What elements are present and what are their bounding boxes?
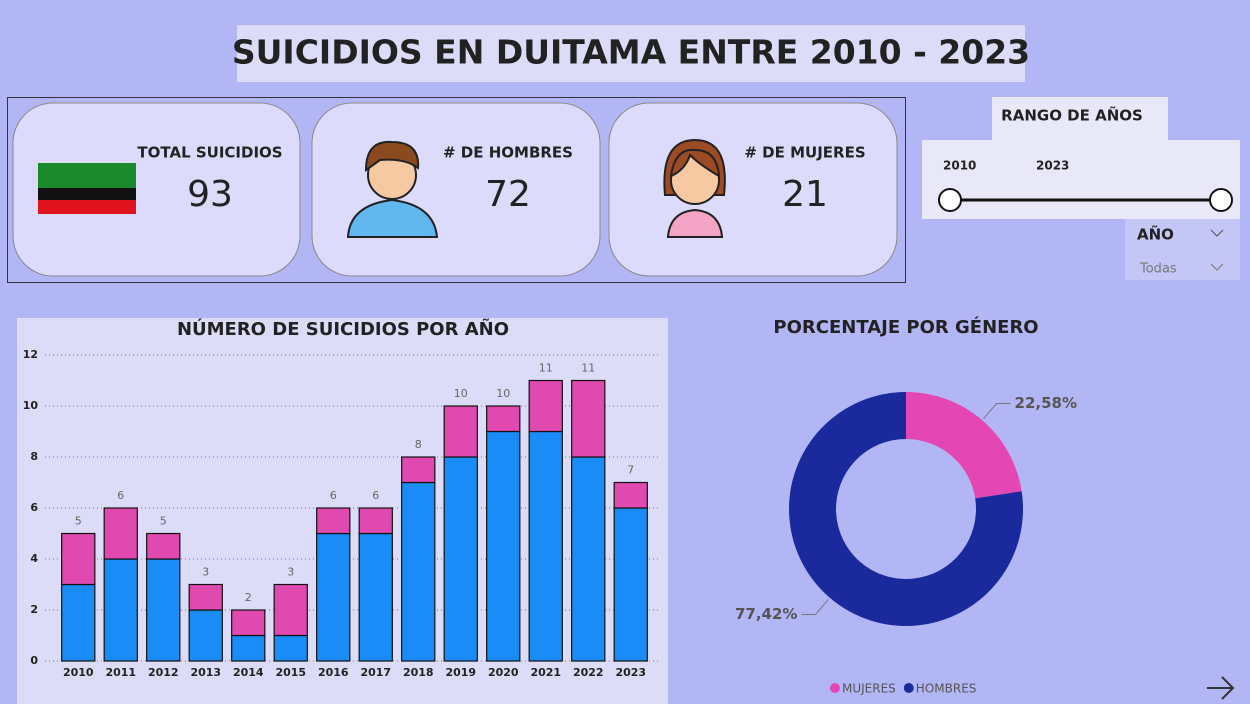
legend-swatch xyxy=(830,683,840,693)
y-tick-label: 4 xyxy=(30,552,38,565)
card-label: # DE HOMBRES xyxy=(443,144,573,162)
dropdown-value: Todas xyxy=(1139,262,1177,277)
x-tick-label: 2020 xyxy=(488,666,519,679)
card xyxy=(609,103,897,276)
bar-segment xyxy=(232,610,265,636)
total-label: 5 xyxy=(160,515,167,528)
bar-segment xyxy=(487,406,520,432)
total-label: 5 xyxy=(75,515,82,528)
chart-title: NÚMERO DE SUICIDIOS POR AÑO xyxy=(177,317,509,340)
x-tick-label: 2012 xyxy=(148,666,179,679)
y-tick-label: 2 xyxy=(30,603,38,616)
bar-segment xyxy=(444,406,477,457)
card-label: # DE MUJERES xyxy=(744,144,865,162)
slicer-box xyxy=(922,140,1240,219)
slider-handle[interactable] xyxy=(1210,189,1232,211)
x-tick-label: 2016 xyxy=(318,666,349,679)
bar-segment xyxy=(529,381,562,432)
card-value: 93 xyxy=(187,174,233,215)
total-label: 11 xyxy=(581,362,595,375)
chart-title: PORCENTAJE POR GÉNERO xyxy=(773,316,1038,338)
bar-segment xyxy=(317,534,350,662)
dropdown-label: AÑO xyxy=(1137,225,1174,244)
card xyxy=(312,103,600,276)
y-tick-label: 6 xyxy=(30,501,38,514)
y-tick-label: 0 xyxy=(30,654,38,667)
bar-segment xyxy=(232,636,265,662)
total-label: 7 xyxy=(627,464,634,477)
x-tick-label: 2019 xyxy=(445,666,476,679)
total-label: 10 xyxy=(454,387,468,400)
slice-label: 22,58% xyxy=(1015,394,1077,412)
x-tick-label: 2018 xyxy=(403,666,434,679)
leader-line xyxy=(984,404,1011,419)
leader-line xyxy=(801,599,828,614)
x-tick-label: 2017 xyxy=(360,666,391,679)
card-value: 72 xyxy=(485,174,531,215)
bar-segment xyxy=(317,508,350,534)
x-tick-label: 2013 xyxy=(190,666,221,679)
card-value: 21 xyxy=(782,174,828,215)
flag-icon xyxy=(38,163,136,214)
bar-segment xyxy=(104,508,137,559)
y-tick-label: 10 xyxy=(23,399,39,412)
donut-slice xyxy=(906,392,1022,498)
bar-segment xyxy=(147,534,180,560)
bar-segment xyxy=(359,534,392,662)
dashboard: SUICIDIOS EN DUITAMA ENTRE 2010 - 2023 T… xyxy=(0,0,1250,704)
x-tick-label: 2010 xyxy=(63,666,94,679)
bar-segment xyxy=(274,585,307,636)
bar-segment xyxy=(189,585,222,611)
bar-segment xyxy=(359,508,392,534)
legend-label: MUJERES xyxy=(842,682,896,696)
total-label: 10 xyxy=(496,387,510,400)
bar-segment xyxy=(62,585,95,662)
total-label: 11 xyxy=(539,362,553,375)
x-tick-label: 2015 xyxy=(275,666,306,679)
bar-segment xyxy=(444,457,477,661)
total-label: 3 xyxy=(287,566,294,579)
bar-segment xyxy=(402,457,435,483)
x-tick-label: 2021 xyxy=(530,666,561,679)
total-label: 8 xyxy=(415,438,422,451)
slider-handle[interactable] xyxy=(939,189,961,211)
bar-segment xyxy=(572,457,605,661)
bar-segment xyxy=(189,610,222,661)
bar-segment xyxy=(614,483,647,509)
total-label: 2 xyxy=(245,591,252,604)
bar-segment xyxy=(104,559,137,661)
x-tick-label: 2022 xyxy=(573,666,604,679)
x-tick-label: 2011 xyxy=(105,666,136,679)
legend-label: HOMBRES xyxy=(916,682,977,696)
bar-segment xyxy=(529,432,562,662)
range-end: 2023 xyxy=(1036,159,1069,173)
card-label: TOTAL SUICIDIOS xyxy=(137,144,282,162)
bar-segment xyxy=(62,534,95,585)
total-label: 3 xyxy=(202,566,209,579)
y-tick-label: 8 xyxy=(30,450,38,463)
page: {"header": {"title": "SUICIDIOS EN DUITA… xyxy=(0,0,1250,704)
y-tick-label: 12 xyxy=(23,348,38,361)
bar-segment xyxy=(402,483,435,662)
woman-icon xyxy=(664,140,725,237)
x-tick-label: 2023 xyxy=(615,666,646,679)
slicer-title: RANGO DE AÑOS xyxy=(1001,106,1143,125)
bar-segment xyxy=(147,559,180,661)
bar-segment xyxy=(274,636,307,662)
total-label: 6 xyxy=(117,489,124,502)
bar-segment xyxy=(572,381,605,458)
range-start: 2010 xyxy=(943,159,976,173)
legend-swatch xyxy=(904,683,914,693)
total-label: 6 xyxy=(372,489,379,502)
slice-label: 77,42% xyxy=(735,605,797,623)
total-label: 6 xyxy=(330,489,337,502)
dashboard-title: SUICIDIOS EN DUITAMA ENTRE 2010 - 2023 xyxy=(232,33,1030,72)
next-arrow[interactable] xyxy=(1207,677,1233,699)
bar-segment xyxy=(487,432,520,662)
bar-segment xyxy=(614,508,647,661)
x-tick-label: 2014 xyxy=(233,666,264,679)
